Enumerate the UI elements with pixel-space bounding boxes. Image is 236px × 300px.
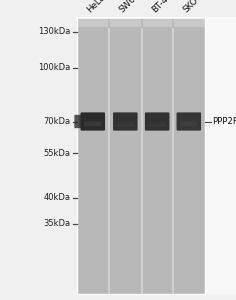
- FancyBboxPatch shape: [180, 122, 198, 126]
- FancyBboxPatch shape: [177, 112, 201, 130]
- FancyBboxPatch shape: [148, 118, 167, 125]
- FancyBboxPatch shape: [116, 118, 135, 125]
- Text: 70kDa: 70kDa: [44, 117, 71, 126]
- FancyBboxPatch shape: [84, 122, 101, 126]
- Text: 35kDa: 35kDa: [44, 219, 71, 228]
- FancyBboxPatch shape: [148, 122, 166, 126]
- Text: 100kDa: 100kDa: [38, 63, 71, 72]
- Bar: [77, 16, 205, 27]
- Text: 40kDa: 40kDa: [44, 194, 71, 202]
- Text: BT-474: BT-474: [150, 0, 177, 14]
- Text: SKOV3: SKOV3: [182, 0, 208, 14]
- FancyBboxPatch shape: [74, 115, 83, 128]
- FancyBboxPatch shape: [80, 112, 105, 130]
- Text: HeLa: HeLa: [85, 0, 107, 14]
- Text: PPP2R3B: PPP2R3B: [212, 117, 236, 126]
- Text: 55kDa: 55kDa: [44, 148, 71, 158]
- FancyBboxPatch shape: [113, 112, 138, 130]
- Bar: [77, 16, 205, 294]
- Text: 130kDa: 130kDa: [38, 27, 71, 36]
- Text: SW620: SW620: [118, 0, 146, 14]
- Bar: [205, 16, 236, 294]
- FancyBboxPatch shape: [145, 112, 169, 130]
- FancyBboxPatch shape: [117, 122, 134, 126]
